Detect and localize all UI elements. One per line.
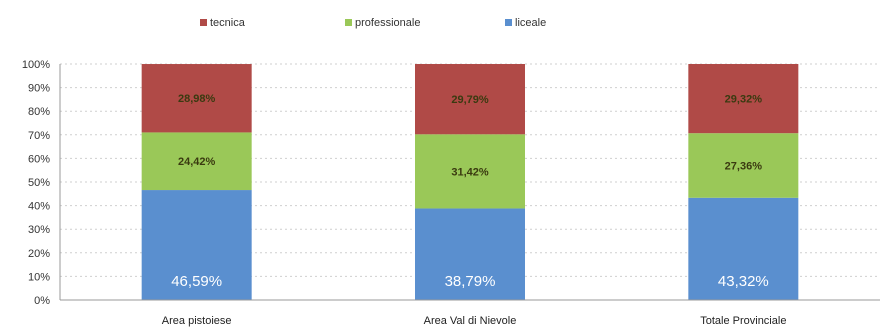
- legend-label-liceale: liceale: [515, 17, 546, 29]
- data-label: 29,32%: [725, 94, 763, 106]
- y-tick-label: 80%: [28, 106, 50, 118]
- y-tick-label: 100%: [22, 59, 50, 71]
- legend-label-professionale: professionale: [355, 17, 420, 29]
- legend: tecnica professionale liceale: [200, 17, 546, 29]
- y-tick-label: 70%: [28, 130, 50, 142]
- bar-segment-professionale: [688, 133, 799, 198]
- bar-segment-professionale: [141, 132, 252, 191]
- y-tick-label: 30%: [28, 224, 50, 236]
- y-tick-label: 60%: [28, 153, 50, 165]
- x-axis: Area pistoiese Area Val di Nievole Totale …: [60, 299, 880, 327]
- bar-segment-tecnica: [141, 64, 252, 133]
- bar-segment-professionale: [415, 134, 525, 209]
- y-tick-label: 20%: [28, 248, 50, 260]
- bars: 46,59% 24,42% 28,98% 38,79% 31,42% 29,79% 43,3…: [141, 64, 799, 300]
- data-label: 31,42%: [451, 166, 489, 178]
- data-label: 29,79%: [451, 94, 489, 106]
- x-category-label: Totale Provinciale: [700, 315, 786, 327]
- bar-segment-liceale: [141, 190, 252, 300]
- bar-segment-liceale: [415, 208, 525, 300]
- data-label: 38,79%: [445, 273, 496, 290]
- data-label: 43,32%: [718, 273, 769, 290]
- bar-segment-tecnica: [688, 64, 799, 134]
- bar-segment-tecnica: [415, 64, 525, 135]
- x-category-label: Area pistoiese: [162, 315, 232, 327]
- data-label: 27,36%: [725, 160, 763, 172]
- legend-swatch-professionale: [345, 19, 352, 26]
- y-tick-label: 10%: [28, 271, 50, 283]
- legend-label-tecnica: tecnica: [210, 17, 246, 29]
- data-label: 28,98%: [178, 93, 216, 105]
- y-tick-label: 90%: [28, 83, 50, 95]
- y-tick-label: 40%: [28, 201, 50, 213]
- bar-segment-liceale: [688, 197, 799, 300]
- legend-swatch-liceale: [505, 19, 512, 26]
- y-tick-label: 50%: [28, 177, 50, 189]
- y-axis: 0% 10% 20% 30% 40% 50% 60% 70% 80% 90% 100%: [22, 59, 61, 307]
- x-category-label: Area Val di Nievole: [424, 315, 517, 327]
- legend-swatch-tecnica: [200, 19, 207, 26]
- data-label: 46,59%: [171, 273, 222, 290]
- data-label: 24,42%: [178, 156, 216, 168]
- y-tick-label: 0%: [34, 295, 50, 307]
